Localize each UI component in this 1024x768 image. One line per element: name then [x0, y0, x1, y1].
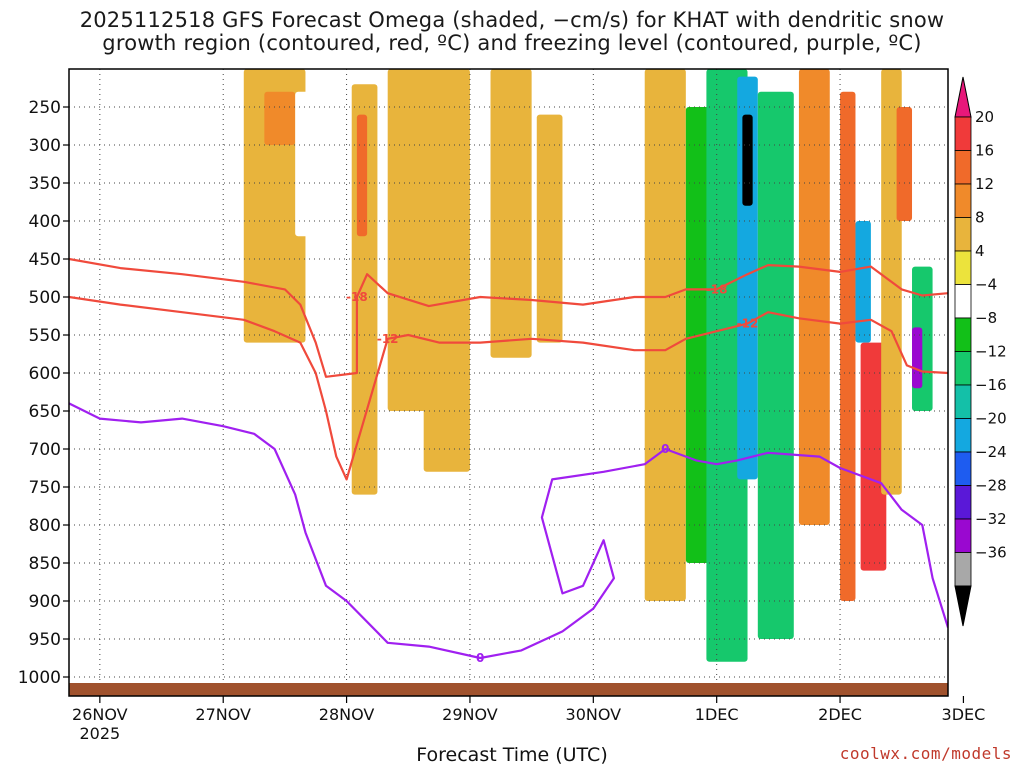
y-tick-label-600: 600 — [29, 364, 61, 384]
y-tick-label-800: 800 — [29, 516, 61, 536]
colorbar-label-1: 16 — [975, 142, 994, 160]
x-tick-label-26NOV: 26NOV — [72, 705, 128, 724]
colorbar-swatch-4 — [954, 217, 972, 252]
contour-label-0-0: -18 — [346, 290, 368, 304]
x-tick-sublabel-26NOV: 2025 — [79, 724, 120, 743]
ground-surface — [69, 683, 948, 696]
y-tick-label-650: 650 — [29, 402, 61, 422]
omega-region-21 — [860, 342, 887, 571]
colorbar-label-11: −28 — [975, 477, 1007, 495]
omega-region-4 — [387, 69, 429, 411]
omega-shading-layer — [79, 69, 933, 662]
omega-region-10 — [207, 76, 229, 221]
y-tick-label-300: 300 — [29, 136, 61, 156]
colorbar-label-3: 8 — [975, 209, 985, 227]
omega-region-7 — [536, 114, 563, 343]
contour-layer: -18 -18 -12 -12 0 0 — [69, 257, 948, 665]
chart-title-line-1: 2025112518 GFS Forecast Omega (shaded, −… — [79, 8, 945, 32]
colorbar-swatch-2 — [954, 150, 972, 185]
omega-region-16 — [742, 114, 753, 206]
x-tick-label-30NOV: 30NOV — [566, 705, 622, 724]
colorbar-swatch-13 — [954, 518, 972, 553]
colorbar-arrow-top — [954, 76, 972, 118]
x-tick-label-1DEC: 1DEC — [695, 705, 739, 724]
omega-region-23 — [896, 107, 913, 221]
y-tick-label-450: 450 — [29, 250, 61, 270]
y-tick-label-900: 900 — [29, 592, 61, 612]
y-tick-label-750: 750 — [29, 478, 61, 498]
y-tick-label-850: 850 — [29, 554, 61, 574]
y-axis: 250 300 350 400 450 500 550 600 650 700 750 800 850 9… — [18, 98, 69, 688]
x-tick-label-29NOV: 29NOV — [442, 705, 498, 724]
colorbar-swatch-11 — [954, 451, 972, 486]
omega-region-11 — [295, 91, 316, 237]
colorbar-swatch-10 — [954, 418, 972, 453]
colorbar-label-2: 12 — [975, 175, 994, 193]
omega-region-12 — [644, 69, 686, 601]
x-tick-label-28NOV: 28NOV — [319, 705, 375, 724]
colorbar-label-10: −24 — [975, 443, 1007, 461]
y-tick-label-400: 400 — [29, 212, 61, 232]
chart-title-line-2: growth region (contoured, red, ºC) and f… — [102, 31, 922, 55]
colorbar-swatch-6 — [954, 284, 972, 319]
contour-label-2-0: 0 — [476, 651, 484, 665]
omega-region-8 — [79, 69, 111, 267]
omega-region-5 — [423, 69, 470, 472]
colorbar-label-5: −4 — [975, 276, 997, 294]
omega-region-17 — [757, 91, 794, 640]
x-tick-label-2DEC: 2DEC — [818, 705, 862, 724]
colorbar-label-12: −32 — [975, 510, 1007, 528]
omega-region-20 — [855, 221, 871, 343]
x-axis-title: Forecast Time (UTC) — [416, 744, 608, 766]
omega-region-3 — [356, 114, 368, 237]
contour-label-1-0: -12 — [377, 332, 399, 346]
y-tick-label-950: 950 — [29, 630, 61, 650]
contour-line-0 — [69, 257, 948, 378]
y-tick-label-550: 550 — [29, 326, 61, 346]
colorbar-label-6: −8 — [975, 309, 997, 327]
contour-line-1 — [69, 295, 948, 481]
x-tick-label-3DEC: 3DEC — [942, 705, 986, 724]
colorbar: 20 16 12 8 4 −4 −8 −12 −16 −20 −24 −28 −32 −36 — [954, 76, 1007, 627]
contour-label-2-1: 0 — [661, 442, 669, 456]
colorbar-label-13: −36 — [975, 544, 1007, 562]
colorbar-swatch-12 — [954, 485, 972, 520]
colorbar-swatch-14 — [954, 552, 972, 587]
colorbar-label-7: −12 — [975, 343, 1007, 361]
omega-region-25 — [912, 327, 923, 389]
contour-label-1-1: -12 — [737, 317, 759, 331]
y-tick-label-250: 250 — [29, 98, 61, 118]
contour-line-2 — [69, 402, 948, 660]
omega-region-19 — [840, 91, 856, 602]
y-tick-label-350: 350 — [29, 174, 61, 194]
colorbar-swatch-7 — [954, 317, 972, 352]
y-tick-label-1000: 1000 — [18, 668, 61, 688]
colorbar-label-0: 20 — [975, 108, 994, 126]
colorbar-arrow-bottom — [954, 585, 972, 627]
colorbar-swatch-9 — [954, 384, 972, 419]
omega-region-6 — [490, 69, 532, 358]
colorbar-label-9: −20 — [975, 410, 1007, 428]
colorbar-swatch-8 — [954, 351, 972, 386]
colorbar-swatch-5 — [954, 250, 972, 285]
y-tick-label-500: 500 — [29, 288, 61, 308]
y-tick-label-700: 700 — [29, 440, 61, 460]
colorbar-label-8: −16 — [975, 376, 1007, 394]
omega-region-9 — [171, 69, 198, 244]
colorbar-swatch-1 — [954, 116, 972, 151]
colorbar-swatch-3 — [954, 183, 972, 218]
contour-label-0-1: -18 — [706, 282, 728, 296]
omega-region-1 — [264, 91, 296, 145]
plot-frame — [68, 68, 949, 697]
colorbar-label-4: 4 — [975, 242, 985, 260]
credit-label: coolwx.com/models — [839, 744, 1012, 763]
x-tick-label-27NOV: 27NOV — [195, 705, 251, 724]
